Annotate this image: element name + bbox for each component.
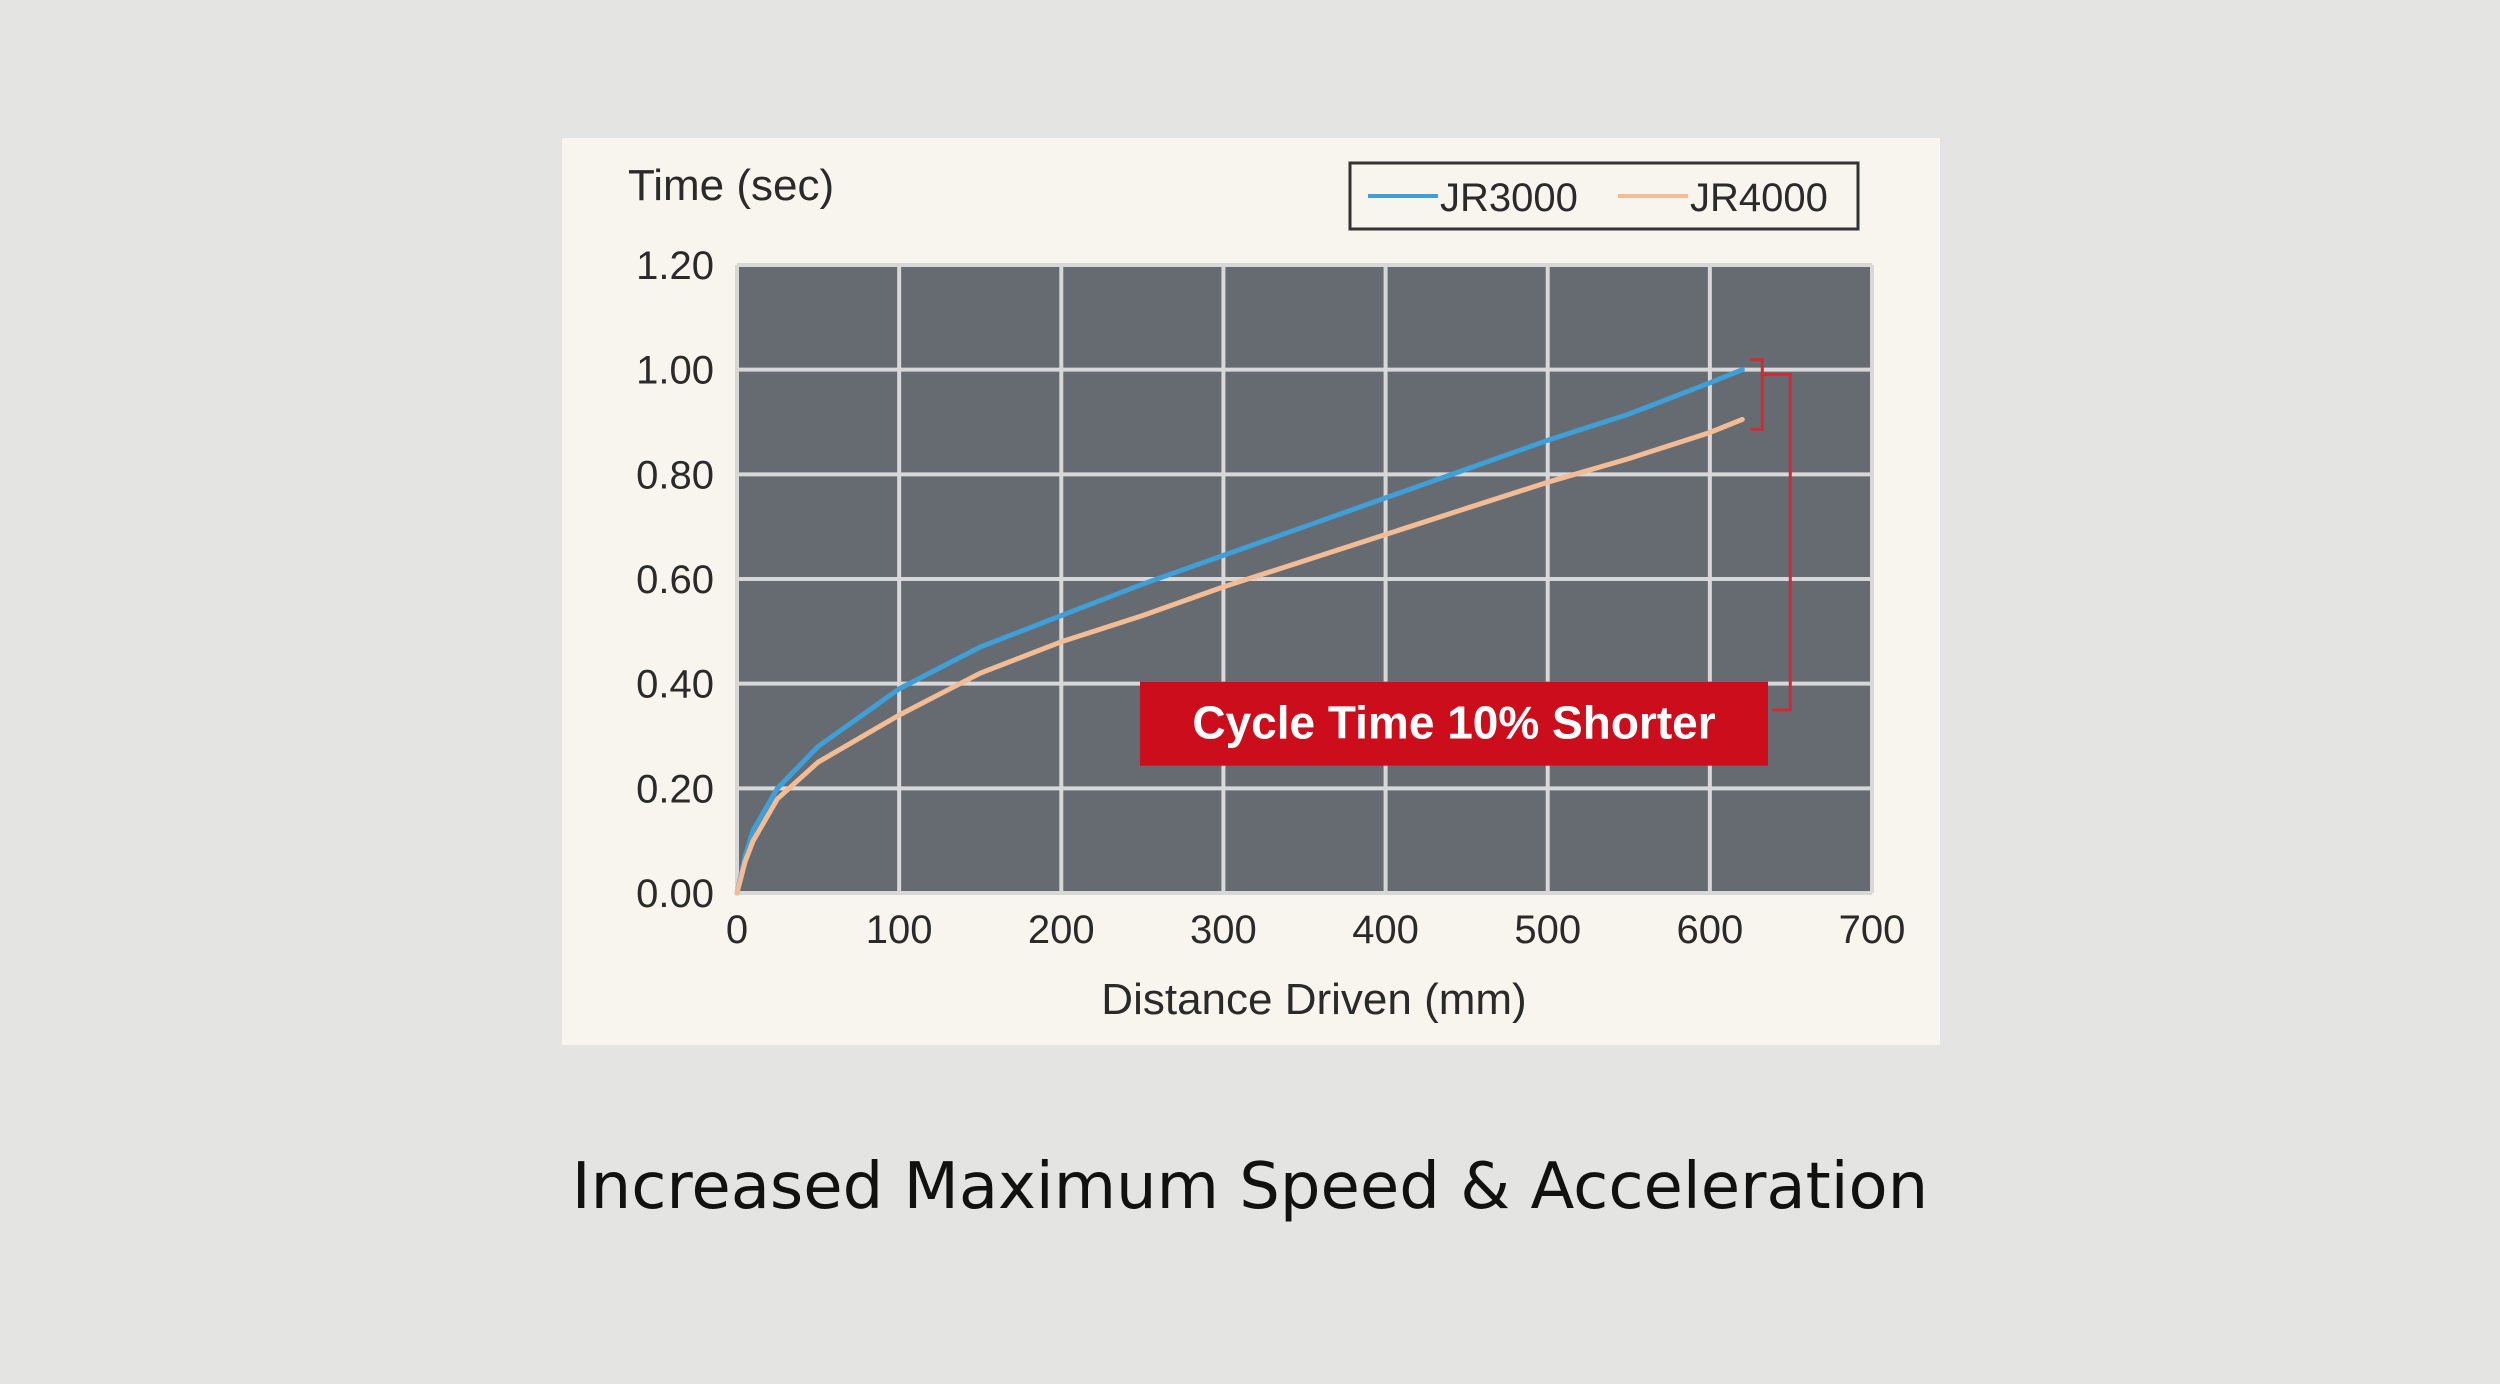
- y-tick-label: 0.40: [636, 663, 714, 707]
- x-axis-title: Distance Driven (mm): [1101, 975, 1526, 1024]
- series-line-jr4000: [734, 416, 1745, 896]
- chart-panel: 0 100 200 300 400 500 600 700 0.00 0.20 0.40 0.60 0.…: [562, 138, 1940, 1045]
- y-tick-label: 0.60: [636, 558, 714, 602]
- annotation-box: [1140, 681, 1768, 766]
- y-tick-label: 0.20: [636, 767, 714, 811]
- y-axis-title: Time (sec): [628, 161, 834, 210]
- x-tick-label: 600: [1676, 908, 1743, 952]
- x-tick-label: 300: [1190, 908, 1257, 952]
- legend-label: JR4000: [1690, 176, 1828, 220]
- annotation-label: Cycle Time 10% Shorter: [1192, 697, 1715, 749]
- x-tick-label: 100: [866, 908, 933, 952]
- x-tick-label: 0: [726, 908, 748, 952]
- y-tick-label: 1.20: [636, 244, 714, 288]
- callout-connector: [1762, 373, 1792, 712]
- x-tick-label: 400: [1352, 908, 1419, 952]
- line-chart: 0 100 200 300 400 500 600 700 0.00 0.20 0.40 0.60 0.…: [628, 161, 1906, 1024]
- series-line-jr3000: [734, 367, 1745, 896]
- x-tick-label: 500: [1514, 908, 1581, 952]
- x-tick-label: 200: [1028, 908, 1095, 952]
- y-tick-label: 0.80: [636, 453, 714, 497]
- x-tick-label: 700: [1839, 908, 1906, 952]
- legend-label: JR3000: [1440, 176, 1578, 220]
- y-tick-label: 0.00: [636, 872, 714, 916]
- difference-bracket: [1750, 358, 1764, 431]
- y-tick-label: 1.00: [636, 349, 714, 393]
- caption: Increased Maximum Speed & Acceleration: [571, 1150, 1929, 1224]
